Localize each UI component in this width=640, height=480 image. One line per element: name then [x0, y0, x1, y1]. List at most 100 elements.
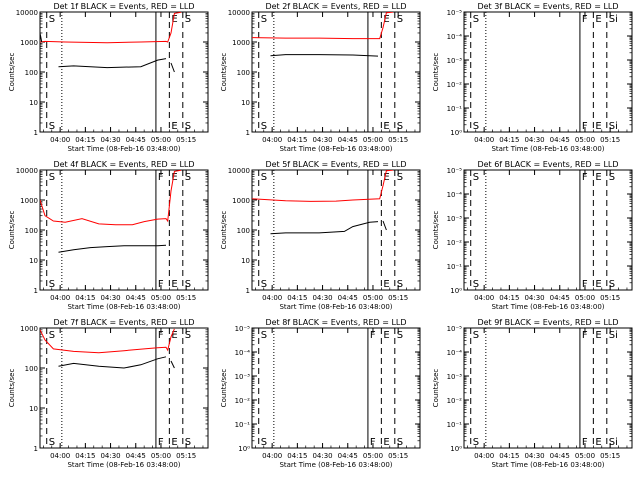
event-marker-label-bottom: S	[397, 437, 403, 448]
event-marker-label-top: S	[185, 330, 191, 341]
events-series-line	[58, 356, 167, 369]
x-tick-label: 05:00	[363, 136, 383, 144]
y-tick-label: 10⁻²	[447, 239, 463, 247]
y-tick-label: 10⁻²	[235, 397, 251, 405]
x-tick-label: 04:15	[75, 452, 95, 460]
x-tick-label: 04:30	[100, 452, 120, 460]
plot-frame	[39, 327, 209, 449]
event-marker-label-top: S	[473, 14, 479, 25]
x-tick-label: 05:00	[151, 136, 171, 144]
event-marker-label-bottom: F	[582, 121, 588, 132]
event-marker-label-top: F	[582, 14, 588, 25]
panel-det-2: Det 2f BLACK = Events, RED = LLD 1 10 100 10…	[220, 2, 421, 153]
event-marker-label-top: S	[261, 172, 267, 183]
x-tick-label: 04:15	[287, 136, 307, 144]
y-axis-label: Counts/sec	[8, 369, 16, 408]
x-tick-label: 05:15	[176, 294, 196, 302]
x-axis-label: Start Time (08-Feb-16 03:48:00)	[491, 145, 604, 153]
panel-title: Det 5f BLACK = Events, RED = LLD	[265, 160, 406, 169]
x-axis-label: Start Time (08-Feb-16 03:48:00)	[279, 303, 392, 311]
events-series-line	[58, 244, 167, 253]
y-tick-label: 1000	[20, 197, 38, 205]
x-tick-label: 05:00	[151, 294, 171, 302]
event-marker-label-bottom: S	[473, 279, 479, 290]
y-axis-label: Counts/sec	[432, 53, 440, 92]
y-tick-label: 10⁻²	[447, 81, 463, 89]
event-marker-label-top: E	[383, 330, 389, 341]
y-tick-label: 10⁰	[450, 445, 462, 453]
x-tick-label: 05:15	[600, 136, 620, 144]
y-tick-label: 1	[34, 445, 38, 453]
event-marker-label-top: S	[49, 330, 55, 341]
y-tick-label: 1000	[20, 39, 38, 47]
x-tick-label: 05:00	[363, 294, 383, 302]
plot-frame	[251, 327, 421, 449]
y-tick-label: 10	[29, 257, 38, 265]
event-marker-label-bottom: F	[582, 437, 588, 448]
panel-title: Det 4f BLACK = Events, RED = LLD	[53, 160, 194, 169]
event-marker-label-bottom: E	[171, 437, 177, 448]
y-tick-label: 10	[29, 405, 38, 413]
event-marker-label-top: E	[595, 14, 601, 25]
panel-title: Det 9f BLACK = Events, RED = LLD	[477, 318, 618, 327]
x-axis-label: Start Time (08-Feb-16 03:48:00)	[67, 145, 180, 153]
y-tick-label: 100	[237, 69, 250, 77]
events-series-line	[270, 54, 379, 57]
y-tick-label: 10000	[16, 9, 38, 17]
y-tick-label: 1	[34, 129, 38, 137]
x-tick-label: 04:45	[126, 452, 146, 460]
x-tick-label: 05:00	[575, 294, 595, 302]
event-marker-label-bottom: E	[171, 279, 177, 290]
x-tick-label: 04:45	[126, 136, 146, 144]
x-tick-label: 04:15	[287, 452, 307, 460]
event-marker-label-bottom: S	[49, 437, 55, 448]
x-tick-label: 04:00	[474, 136, 494, 144]
x-tick-label: 05:00	[575, 136, 595, 144]
plot-frame	[463, 169, 633, 291]
event-marker-label-top: S	[185, 172, 191, 183]
x-tick-label: 05:15	[388, 294, 408, 302]
x-tick-label: 05:15	[388, 452, 408, 460]
event-marker-label-bottom: S	[185, 437, 191, 448]
event-marker-label-top: S	[397, 14, 403, 25]
x-tick-label: 04:15	[287, 294, 307, 302]
x-tick-label: 04:15	[499, 136, 519, 144]
x-tick-label: 05:00	[151, 452, 171, 460]
events-series-line	[382, 220, 387, 231]
event-marker-label-top: F	[582, 172, 588, 183]
event-marker-label-top: S	[49, 172, 55, 183]
x-tick-label: 04:45	[338, 136, 358, 144]
x-tick-label: 04:45	[338, 452, 358, 460]
event-marker-label-bottom: S	[185, 121, 191, 132]
event-marker-label-top: E	[171, 330, 177, 341]
y-tick-label: 10⁻³	[235, 373, 251, 381]
x-tick-label: 05:15	[600, 294, 620, 302]
event-marker-label-top: F	[582, 330, 588, 341]
event-marker-label-top: S	[397, 172, 403, 183]
x-tick-label: 04:15	[75, 294, 95, 302]
event-marker-label-bottom: E	[383, 437, 389, 448]
y-tick-label: 10⁻⁵	[447, 9, 463, 17]
y-axis-label: Counts/sec	[220, 369, 228, 408]
event-marker-label-bottom: S	[397, 279, 403, 290]
x-tick-label: 04:15	[75, 136, 95, 144]
plot-frame	[463, 327, 633, 449]
y-tick-label: 10000	[228, 167, 250, 175]
x-tick-label: 05:15	[600, 452, 620, 460]
event-marker-label-bottom: S	[261, 121, 267, 132]
lld-series-line	[40, 170, 182, 226]
x-tick-label: 04:00	[50, 294, 70, 302]
event-marker-label-bottom: E	[171, 121, 177, 132]
panel-title: Det 6f BLACK = Events, RED = LLD	[477, 160, 618, 169]
y-tick-label: 10⁻³	[447, 373, 463, 381]
x-axis-label: Start Time (08-Feb-16 03:48:00)	[67, 461, 180, 469]
x-tick-label: 04:00	[262, 136, 282, 144]
panel-title: Det 2f BLACK = Events, RED = LLD	[265, 2, 406, 11]
event-marker-label-bottom: S	[185, 279, 191, 290]
y-tick-label: 10⁻¹	[447, 421, 463, 429]
x-tick-label: 04:45	[550, 294, 570, 302]
y-tick-label: 10	[241, 257, 250, 265]
events-series-line	[58, 58, 167, 69]
y-tick-label: 10⁻³	[447, 215, 463, 223]
event-marker-label-top: F	[158, 172, 164, 183]
